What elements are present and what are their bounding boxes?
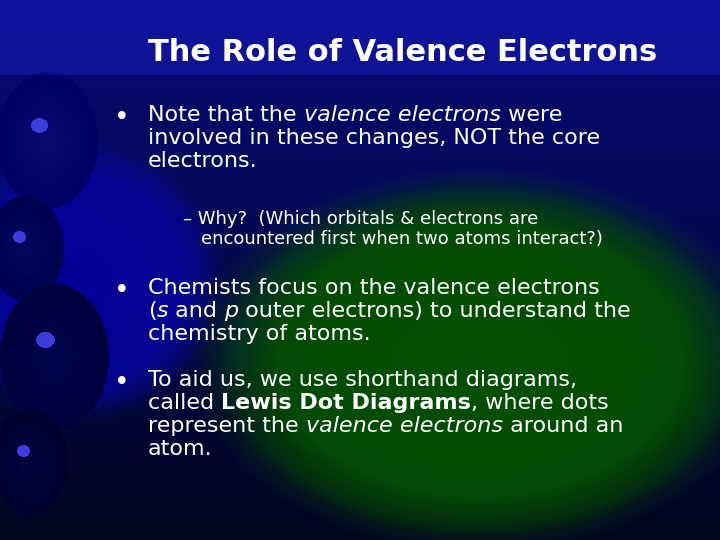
- Text: electrons.: electrons.: [148, 151, 258, 171]
- Text: •: •: [114, 278, 130, 304]
- Text: around an: around an: [503, 416, 623, 436]
- Text: Lewis Dot Diagrams: Lewis Dot Diagrams: [221, 393, 471, 413]
- Text: valence electrons: valence electrons: [304, 105, 500, 125]
- Text: p: p: [225, 301, 238, 321]
- Text: represent the: represent the: [148, 416, 306, 436]
- Text: encountered first when two atoms interact?): encountered first when two atoms interac…: [201, 230, 603, 248]
- Text: and: and: [168, 301, 225, 321]
- Text: chemistry of atoms.: chemistry of atoms.: [148, 324, 371, 344]
- Text: •: •: [114, 105, 130, 131]
- Text: involved in these changes, NOT the core: involved in these changes, NOT the core: [148, 128, 600, 148]
- Text: •: •: [114, 370, 130, 396]
- Text: were: were: [500, 105, 562, 125]
- Text: atom.: atom.: [148, 439, 212, 459]
- Text: (: (: [148, 301, 157, 321]
- Text: Note that the: Note that the: [148, 105, 304, 125]
- Text: – Why?  (Which orbitals & electrons are: – Why? (Which orbitals & electrons are: [183, 210, 539, 228]
- Text: s: s: [157, 301, 168, 321]
- Text: valence electrons: valence electrons: [306, 416, 503, 436]
- Text: To aid us, we use shorthand diagrams,: To aid us, we use shorthand diagrams,: [148, 370, 577, 390]
- Text: The Role of Valence Electrons: The Role of Valence Electrons: [148, 38, 657, 67]
- Text: , where dots: , where dots: [471, 393, 609, 413]
- Text: Chemists focus on the valence electrons: Chemists focus on the valence electrons: [148, 278, 600, 298]
- Text: called: called: [148, 393, 221, 413]
- Text: outer electrons) to understand the: outer electrons) to understand the: [238, 301, 631, 321]
